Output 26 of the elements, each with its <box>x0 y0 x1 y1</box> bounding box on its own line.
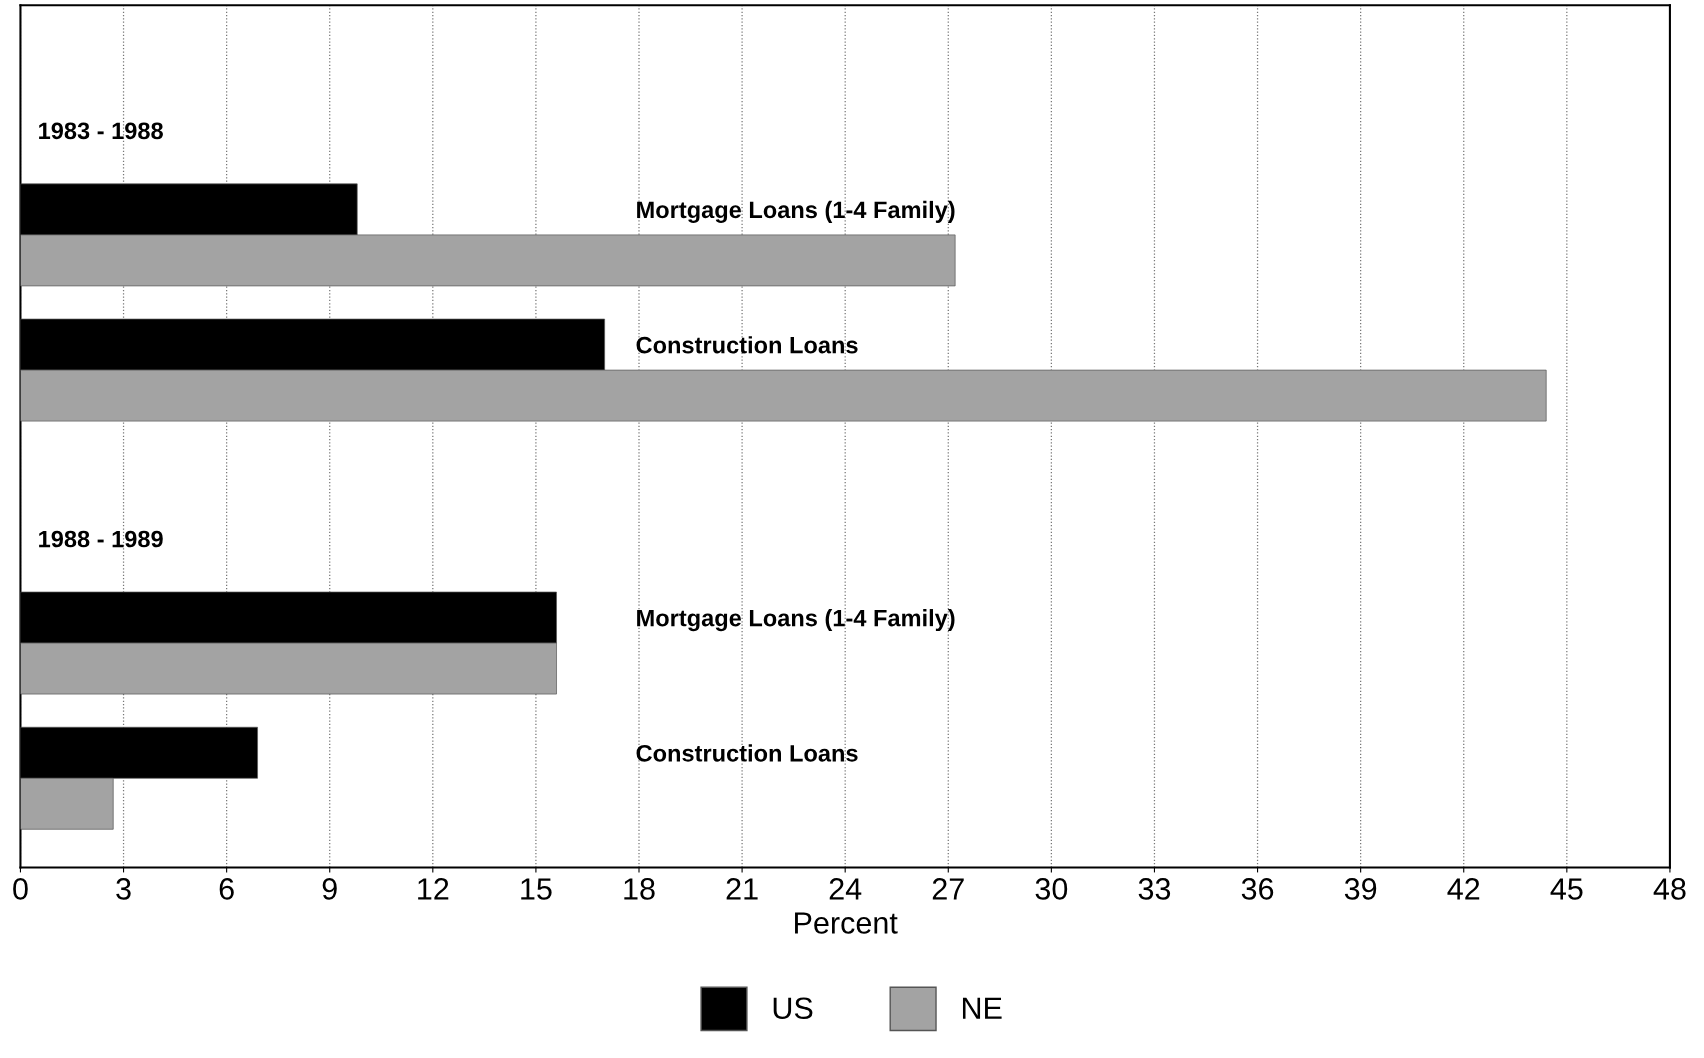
y-tick-label: Mortgage Loans (1-4 Family) <box>637 200 955 223</box>
legend-label: NE <box>962 997 1002 1019</box>
x-tick-label: 18 <box>624 878 655 900</box>
x-tick-label: 45 <box>1550 878 1583 900</box>
x-tick-label: 21 <box>726 878 758 900</box>
x-tick-label: 12 <box>418 878 449 900</box>
x-tick-label: 0 <box>13 878 28 900</box>
x-tick-label: 27 <box>932 878 964 900</box>
x-tick-label: 6 <box>219 878 234 900</box>
x-tick-label: 9 <box>322 878 337 900</box>
y-tick-label: Construction Loans <box>636 744 858 762</box>
x-tick-label: 3 <box>116 878 131 900</box>
annotation: 1988 - 1989 <box>39 530 163 548</box>
x-tick-label: 36 <box>1241 878 1274 900</box>
legend-label: US <box>773 997 813 1020</box>
x-tick-label: 48 <box>1653 878 1686 900</box>
x-tick-label: 24 <box>829 878 862 900</box>
x-tick-label: 42 <box>1447 878 1480 900</box>
y-tick-label: Mortgage Loans (1-4 Family) <box>637 609 955 632</box>
x-tick-label: 30 <box>1035 878 1068 900</box>
text: 1983 - 1988 <box>39 122 163 140</box>
y-tick-label: Construction Loans <box>636 336 858 354</box>
x-tick-label: 15 <box>521 878 552 900</box>
x-axis-title: Percent <box>795 912 898 934</box>
x-tick-label: 39 <box>1344 878 1377 900</box>
x-tick-label: 33 <box>1138 878 1171 900</box>
